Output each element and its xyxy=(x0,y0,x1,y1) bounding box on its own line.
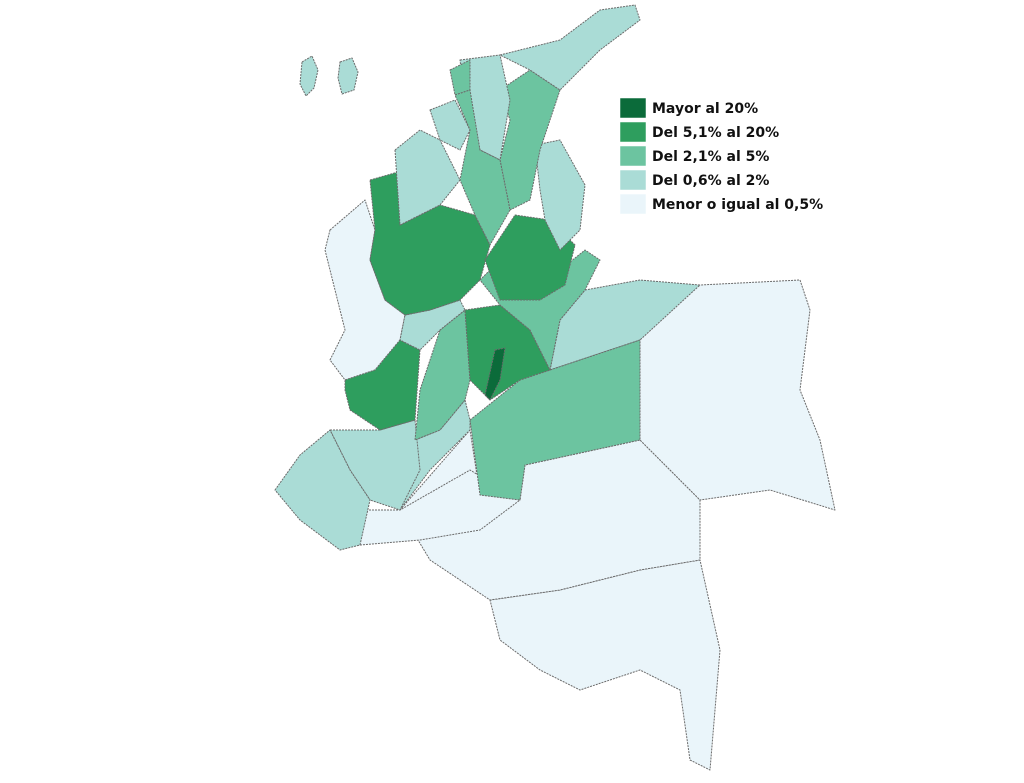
legend-swatch xyxy=(619,145,647,167)
region xyxy=(464,304,551,401)
region xyxy=(454,89,511,246)
legend-label: Del 0,6% al 2% xyxy=(652,173,769,189)
legend-swatch xyxy=(619,193,647,215)
region xyxy=(499,4,641,91)
region xyxy=(459,54,511,161)
region xyxy=(484,214,576,301)
region xyxy=(429,99,471,151)
region xyxy=(449,59,471,96)
region xyxy=(469,339,641,501)
legend-swatch xyxy=(619,121,647,143)
region xyxy=(484,347,506,401)
legend-swatch xyxy=(619,169,647,191)
legend-label: Mayor al 20% xyxy=(652,101,758,117)
region xyxy=(549,279,701,371)
region xyxy=(639,279,836,511)
island xyxy=(299,55,319,97)
regions xyxy=(274,4,836,771)
region xyxy=(534,139,586,251)
legend-label: Del 5,1% al 20% xyxy=(652,125,779,141)
region xyxy=(344,339,421,431)
region xyxy=(274,429,371,551)
legend: Mayor al 20% Del 5,1% al 20% Del 2,1% al 5… xyxy=(619,97,823,215)
legend-swatch xyxy=(619,97,647,119)
legend-label: Del 2,1% al 5% xyxy=(652,149,769,165)
legend-label: Menor o igual al 0,5% xyxy=(652,197,823,213)
island xyxy=(337,57,359,95)
